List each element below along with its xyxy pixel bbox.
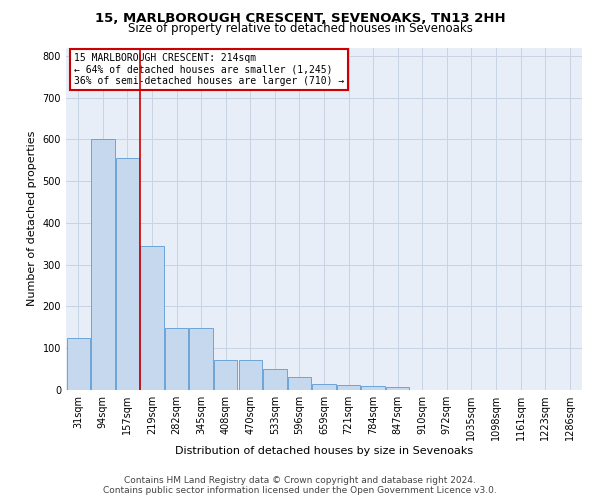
- Text: Contains HM Land Registry data © Crown copyright and database right 2024.
Contai: Contains HM Land Registry data © Crown c…: [103, 476, 497, 495]
- Bar: [337, 385, 360, 390]
- Text: Size of property relative to detached houses in Sevenoaks: Size of property relative to detached ho…: [128, 22, 472, 35]
- Bar: [116, 158, 139, 390]
- Bar: [288, 378, 311, 390]
- Bar: [140, 246, 164, 390]
- Bar: [165, 328, 188, 390]
- X-axis label: Distribution of detached houses by size in Sevenoaks: Distribution of detached houses by size …: [175, 446, 473, 456]
- Bar: [67, 338, 90, 390]
- Bar: [263, 369, 287, 390]
- Text: 15, MARLBOROUGH CRESCENT, SEVENOAKS, TN13 2HH: 15, MARLBOROUGH CRESCENT, SEVENOAKS, TN1…: [95, 12, 505, 26]
- Bar: [214, 360, 238, 390]
- Bar: [91, 140, 115, 390]
- Bar: [190, 328, 213, 390]
- Y-axis label: Number of detached properties: Number of detached properties: [27, 131, 37, 306]
- Text: 15 MARLBOROUGH CRESCENT: 214sqm
← 64% of detached houses are smaller (1,245)
36%: 15 MARLBOROUGH CRESCENT: 214sqm ← 64% of…: [74, 52, 344, 86]
- Bar: [313, 384, 335, 390]
- Bar: [239, 360, 262, 390]
- Bar: [386, 386, 409, 390]
- Bar: [361, 386, 385, 390]
